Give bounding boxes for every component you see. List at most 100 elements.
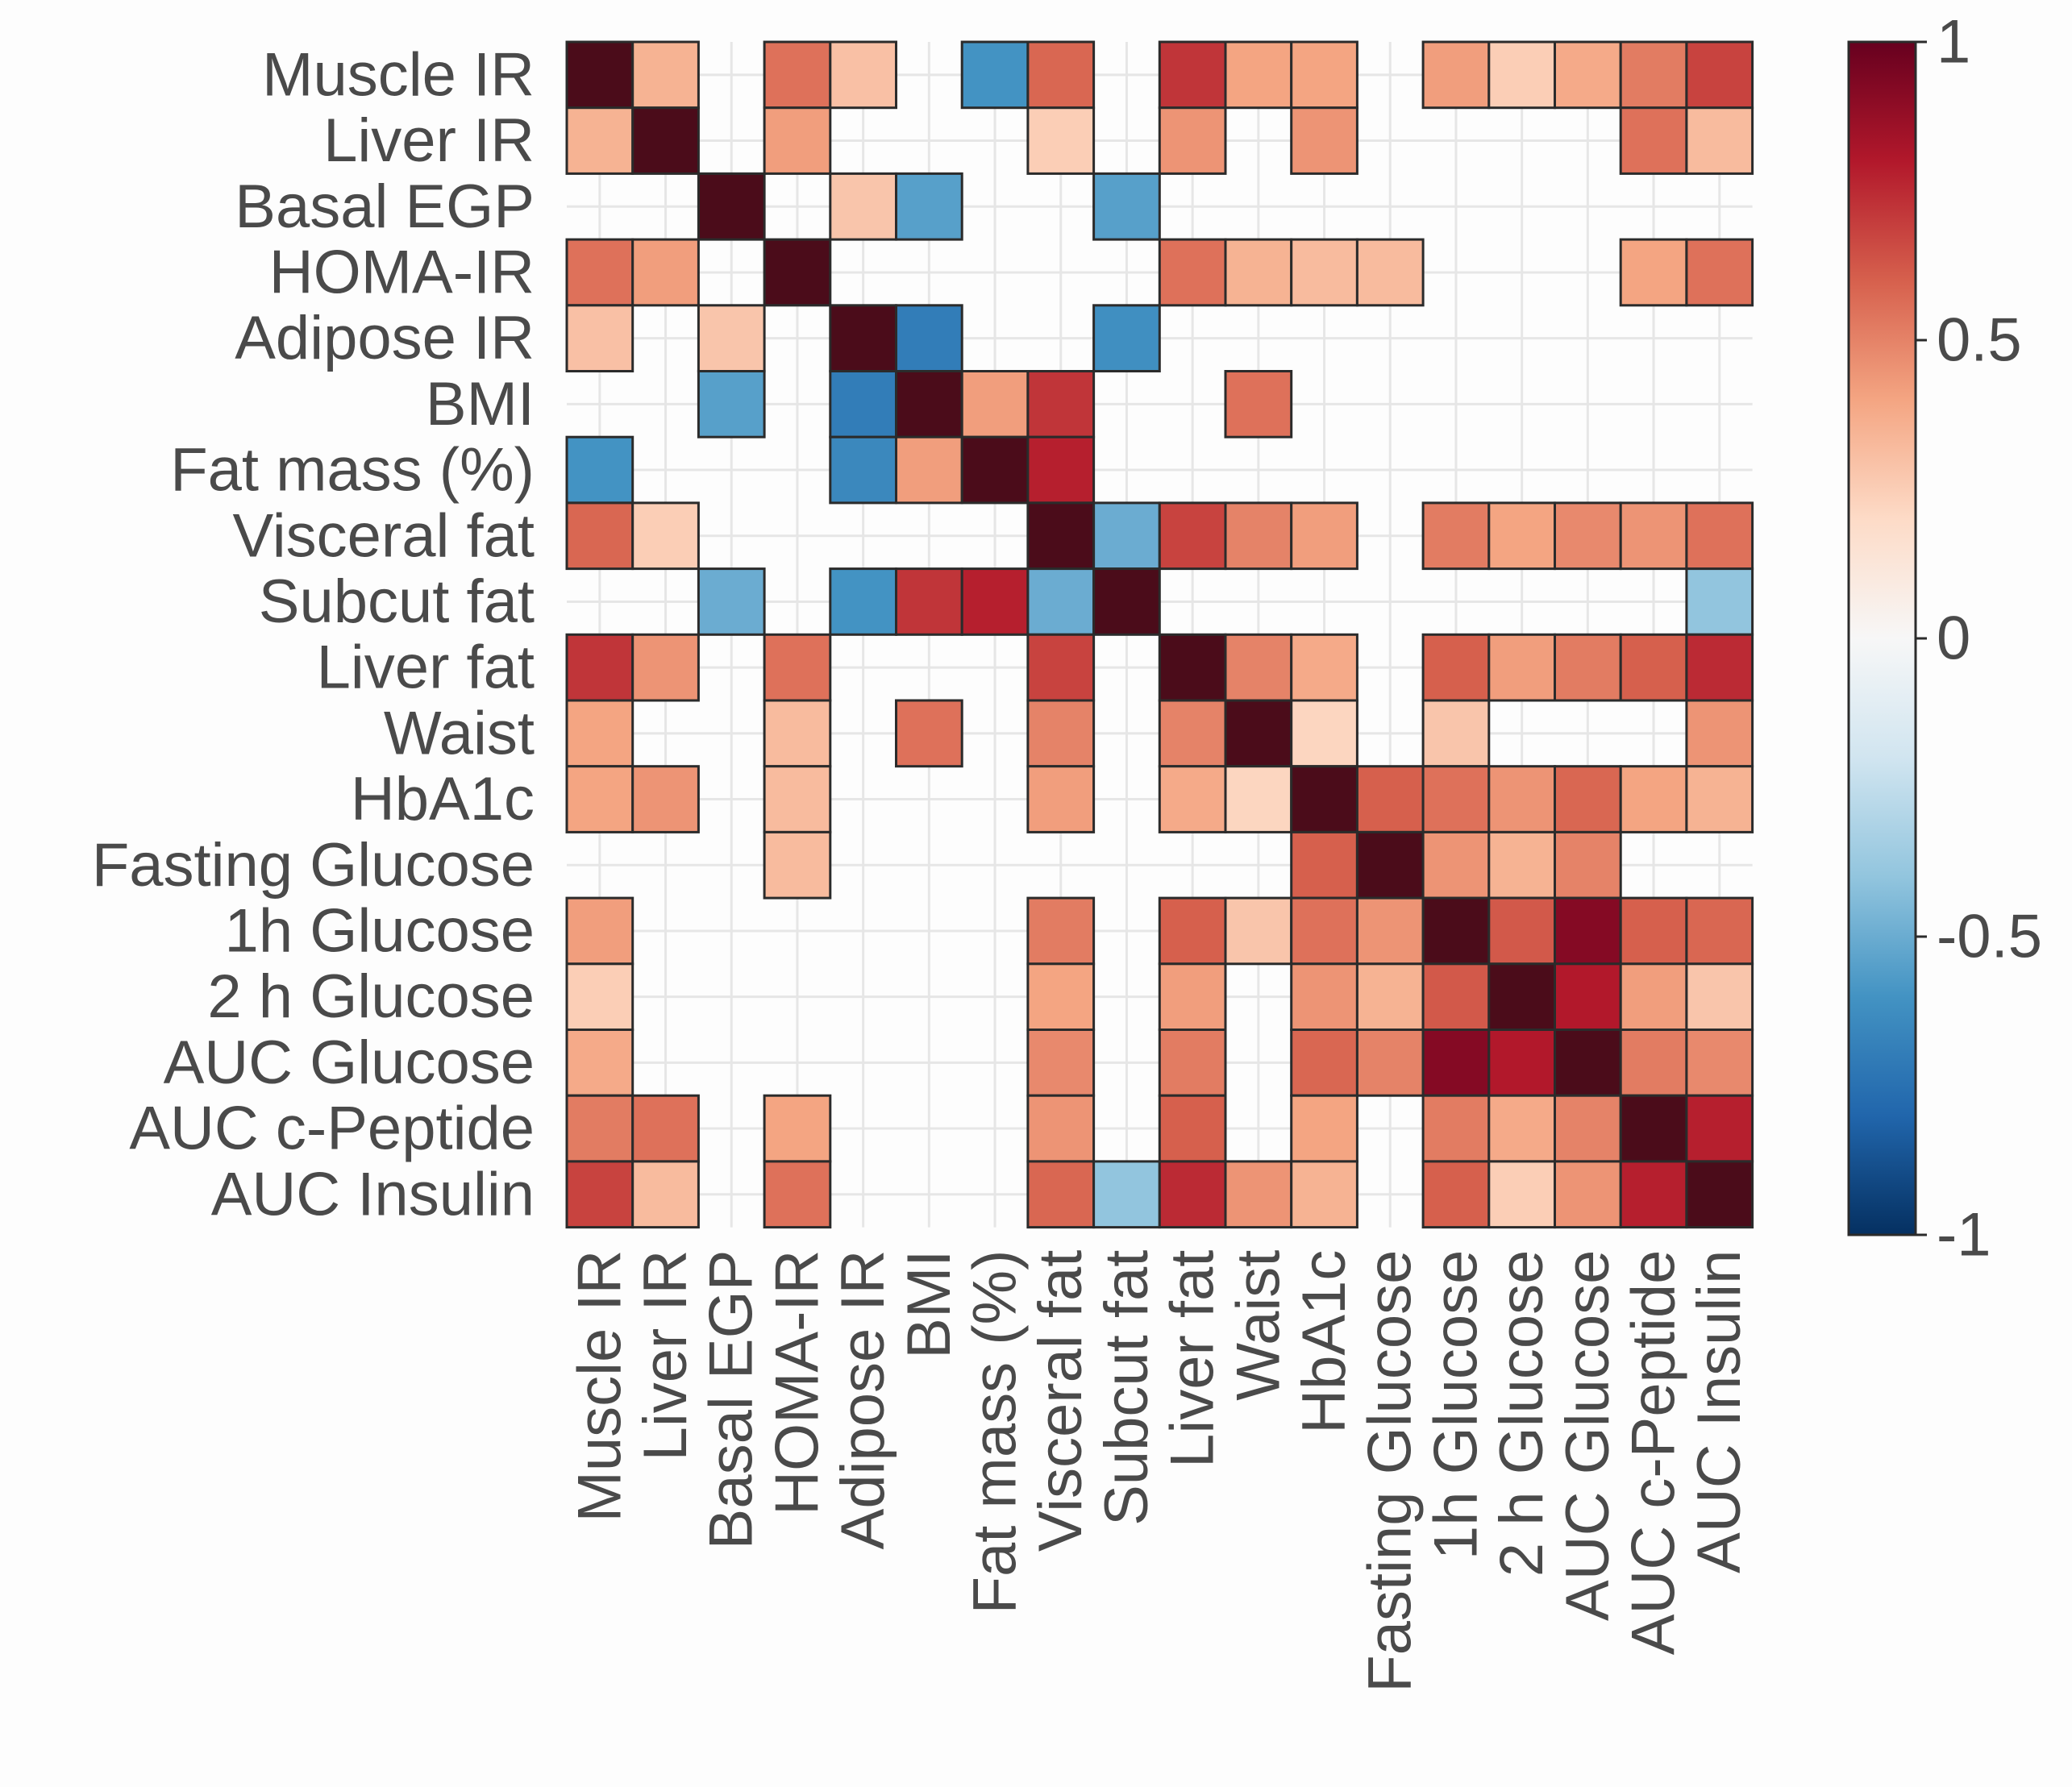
heatmap-cell-12-13 [1421, 830, 1491, 900]
heatmap-cell-15-16 [1619, 1029, 1688, 1097]
heatmap-cell-8-7 [1026, 567, 1096, 636]
heatmap-cell-14-12 [1355, 962, 1425, 1032]
heatmap-cell-11-17 [1685, 765, 1754, 833]
y-tick-label: BMI [426, 370, 535, 438]
colorbar-tick-label: 0 [1937, 605, 1970, 673]
heatmap-cell-2-8 [1092, 172, 1161, 241]
heatmap-cell-16-0 [565, 1094, 634, 1163]
x-tick-label: AUC c-Peptide [1620, 1250, 1688, 1656]
y-tick-label: Waist [384, 699, 535, 767]
heatmap-cell-11-1 [631, 765, 700, 833]
heatmap-cell-13-16 [1619, 896, 1688, 966]
heatmap-cell-11-0 [565, 765, 634, 833]
heatmap-cell-12-12 [1355, 830, 1425, 900]
heatmap-cell-3-11 [1290, 238, 1358, 307]
heatmap-cell-1-1 [631, 106, 700, 175]
heatmap-cell-6-6 [960, 435, 1030, 505]
y-tick-label: Adipose IR [235, 304, 535, 372]
heatmap-cell-9-17 [1685, 633, 1754, 702]
heatmap-cell-9-10 [1224, 633, 1293, 702]
heatmap-cell-4-5 [895, 304, 963, 372]
x-tick-label: Muscle IR [565, 1250, 634, 1523]
heatmap-cell-3-3 [763, 238, 832, 307]
heatmap-cell-1-16 [1619, 106, 1688, 175]
heatmap-cell-12-3 [763, 830, 832, 900]
heatmap-cell-7-8 [1092, 501, 1161, 571]
heatmap-cell-3-9 [1158, 238, 1227, 307]
heatmap-cell-7-16 [1619, 501, 1688, 571]
heatmap-cell-6-4 [829, 435, 898, 505]
heatmap-cell-9-11 [1290, 633, 1358, 702]
heatmap-cell-0-6 [960, 40, 1030, 110]
heatmap-cell-16-11 [1290, 1094, 1358, 1163]
colorbar-tick-label: -1 [1937, 1201, 1991, 1270]
heatmap-cell-17-10 [1224, 1160, 1293, 1229]
x-tick-label: Liver IR [631, 1250, 700, 1461]
heatmap-cell-17-16 [1619, 1160, 1688, 1229]
y-tick-label: Visceral fat [232, 501, 535, 570]
y-tick-label: Fat mass (%) [170, 436, 535, 505]
heatmap-cell-13-7 [1026, 896, 1096, 966]
heatmap-cell-13-11 [1290, 896, 1358, 966]
heatmap-cell-15-9 [1158, 1029, 1227, 1097]
x-tick-label: Liver fat [1159, 1250, 1227, 1468]
heatmap-cell-7-17 [1685, 501, 1754, 571]
heatmap-cell-17-17 [1685, 1160, 1754, 1229]
heatmap-cell-9-3 [763, 633, 832, 702]
x-tick-label: Visceral fat [1026, 1250, 1095, 1552]
heatmap-cell-15-17 [1685, 1029, 1754, 1097]
heatmap-cell-7-1 [631, 501, 700, 571]
colorbar-tick-label: 0.5 [1937, 306, 2022, 375]
heatmap-cell-7-10 [1224, 501, 1293, 571]
heatmap-cell-2-4 [829, 172, 898, 241]
y-tick-label: Basal EGP [235, 172, 535, 241]
heatmap-cell-16-14 [1487, 1094, 1557, 1163]
heatmap-cell-17-3 [763, 1160, 832, 1229]
heatmap-cell-16-3 [763, 1094, 832, 1163]
heatmap-cell-15-7 [1026, 1029, 1096, 1097]
y-tick-label: AUC Glucose [164, 1029, 535, 1097]
x-tick-label: AUC Insulin [1685, 1250, 1754, 1573]
heatmap-cell-16-7 [1026, 1094, 1096, 1163]
heatmap-cell-3-10 [1224, 238, 1293, 307]
heatmap-cell-13-0 [565, 896, 634, 966]
heatmap-cell-8-8 [1092, 567, 1161, 636]
heatmap-cell-3-16 [1619, 238, 1688, 307]
heatmap-cell-2-5 [895, 172, 963, 241]
heatmap-cell-14-16 [1619, 962, 1688, 1032]
heatmap-cell-4-2 [697, 304, 766, 372]
colorbar-tick-label: 1 [1937, 8, 1970, 77]
heatmap-cell-15-13 [1421, 1029, 1491, 1097]
heatmap-cell-0-10 [1224, 40, 1293, 110]
y-tick-label: AUC Insulin [211, 1160, 535, 1228]
x-tick-label: Subcut fat [1092, 1250, 1161, 1526]
y-tick-label: AUC c-Peptide [129, 1095, 535, 1163]
heatmap-cell-15-14 [1487, 1029, 1557, 1097]
x-tick-label: Fasting Glucose [1356, 1250, 1425, 1693]
heatmap-cell-15-12 [1355, 1029, 1425, 1097]
heatmap-cell-14-0 [565, 962, 634, 1032]
heatmap-cell-10-0 [565, 699, 634, 768]
y-tick-label: HOMA-IR [269, 238, 535, 306]
heatmap-cell-10-3 [763, 699, 832, 768]
heatmap-cell-13-15 [1554, 896, 1622, 966]
colorbar-gradient [1847, 40, 1917, 1236]
heatmap-cell-5-6 [960, 370, 1030, 438]
heatmap-cell-0-14 [1487, 40, 1557, 110]
heatmap-cell-10-10 [1224, 699, 1293, 768]
heatmap-cell-6-0 [565, 435, 634, 505]
heatmap-cell-16-9 [1158, 1094, 1227, 1163]
heatmap-cell-11-15 [1554, 765, 1622, 833]
heatmap-cell-16-13 [1421, 1094, 1491, 1163]
heatmap-cell-9-15 [1554, 633, 1622, 702]
heatmap-cell-5-2 [697, 370, 766, 438]
heatmap-cell-11-9 [1158, 765, 1227, 833]
heatmap-cell-0-1 [631, 40, 700, 110]
heatmap-cell-9-0 [565, 633, 634, 702]
heatmap-cell-17-1 [631, 1160, 700, 1229]
heatmap-cell-4-0 [565, 304, 634, 372]
y-tick-label: Liver IR [323, 106, 535, 175]
heatmap-cell-9-7 [1026, 633, 1096, 702]
x-tick-label: 2 h Glucose [1487, 1250, 1556, 1577]
